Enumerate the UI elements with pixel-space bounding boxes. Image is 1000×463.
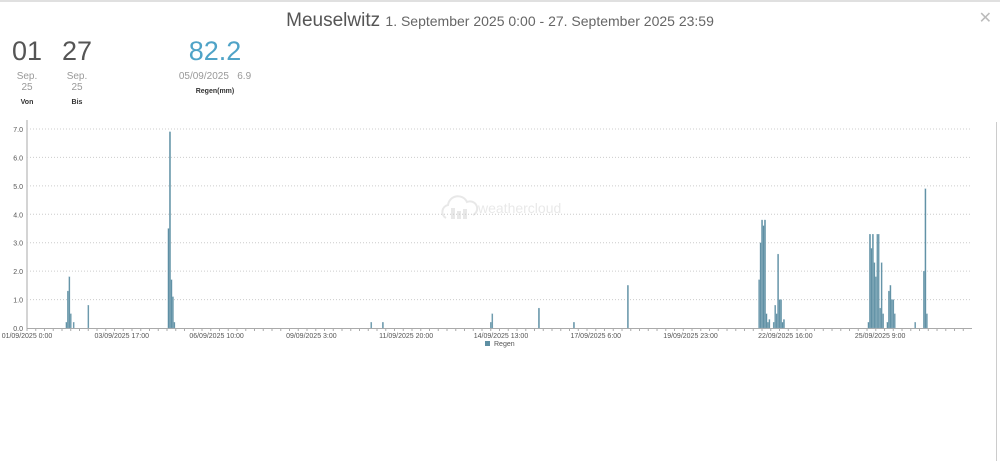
rain-bar xyxy=(764,219,766,329)
y-tick-label: 6.0 xyxy=(13,155,23,162)
stat-sub: 05/09/2025 6.9 xyxy=(178,71,252,82)
legend-label: Regen xyxy=(494,341,515,348)
stat-rain: 82.2 05/09/2025 6.9 Regen(mm) xyxy=(170,36,260,95)
x-tick-label: 22/09/2025 16:00 xyxy=(758,333,813,340)
rain-bar xyxy=(758,279,760,329)
rain-bar xyxy=(67,290,69,329)
rain-bar xyxy=(876,234,879,329)
rain-bar xyxy=(765,313,768,329)
rain-bar xyxy=(491,313,494,329)
stat-value: 27 xyxy=(61,36,93,66)
x-tick-label: 01/09/2025 0:00 xyxy=(2,333,53,340)
y-tick-label: 3.0 xyxy=(13,241,23,248)
rain-bar xyxy=(70,313,72,329)
rain-bar xyxy=(869,234,871,329)
stat-to: 27 Sep. 25 Bis xyxy=(60,36,94,106)
rain-bar xyxy=(879,307,881,329)
x-tick-label: 09/09/2025 3:00 xyxy=(286,333,337,340)
rain-bar xyxy=(781,322,784,329)
rain-bar xyxy=(867,322,870,329)
rain-bar xyxy=(923,270,925,329)
rain-bar xyxy=(777,253,779,329)
close-icon[interactable]: ✕ xyxy=(978,10,992,27)
y-tick-label: 2.0 xyxy=(13,269,23,276)
y-tick-label: 5.0 xyxy=(13,184,23,191)
rain-bar xyxy=(538,307,540,329)
rain-bar xyxy=(172,296,174,329)
rain-bar xyxy=(72,322,75,329)
rain-bar xyxy=(875,276,877,329)
stat-sub: Sep. 25 xyxy=(66,71,88,93)
stat-value: 01 xyxy=(11,36,43,66)
rain-bar xyxy=(870,248,873,329)
stat-label: Bis xyxy=(71,99,83,106)
x-tick-label: 03/09/2025 17:00 xyxy=(95,333,150,340)
rain-bar xyxy=(768,319,771,329)
page-title: Meuselwitz 1. September 2025 0:00 - 27. … xyxy=(0,10,1000,32)
x-tick-label: 17/09/2025 6:00 xyxy=(570,333,621,340)
x-tick-label: 25/09/2025 9:00 xyxy=(855,333,906,340)
rain-bar xyxy=(761,219,763,329)
rain-bar xyxy=(886,322,889,329)
stat-value: 82.2 xyxy=(188,36,242,66)
rain-bar xyxy=(170,279,173,329)
x-tick-label: 19/09/2025 23:00 xyxy=(663,333,718,340)
rain-bar xyxy=(888,290,890,329)
x-tick-label: 11/09/2025 20:00 xyxy=(379,333,433,340)
stat-label: Von xyxy=(20,99,34,106)
date-range: 1. September 2025 0:00 - 27. September 2… xyxy=(385,13,714,29)
rain-bar xyxy=(892,299,895,329)
rain-bar xyxy=(893,313,896,329)
stat-sub: Sep. 25 xyxy=(16,71,38,93)
rain-bar xyxy=(914,322,916,329)
station-name: Meuselwitz xyxy=(286,10,381,31)
x-tick-label: 14/09/2025 13:00 xyxy=(474,333,529,340)
rain-bar xyxy=(889,285,892,329)
rain-bar xyxy=(167,228,170,329)
rain-bar xyxy=(872,234,874,329)
legend-swatch xyxy=(485,341,490,346)
panel-border xyxy=(996,122,997,461)
y-tick-label: 4.0 xyxy=(13,212,23,219)
rain-bar xyxy=(873,262,876,329)
stat-from: 01 Sep. 25 Von xyxy=(10,36,44,106)
rain-bar xyxy=(490,322,492,329)
stat-label: Regen(mm) xyxy=(195,88,235,95)
rain-bar xyxy=(382,322,384,329)
y-tick-label: 7.0 xyxy=(13,127,23,134)
rain-bar xyxy=(891,299,893,329)
x-tick-label: 06/09/2025 10:00 xyxy=(189,333,244,340)
rain-bar xyxy=(775,313,778,329)
svg-text:weathercloud: weathercloud xyxy=(477,200,561,216)
rain-bar xyxy=(926,313,928,329)
rain-bar xyxy=(759,242,762,329)
weathercloud-logo: weathercloud xyxy=(441,195,561,219)
y-tick-label: 0.0 xyxy=(13,326,23,333)
rain-bar xyxy=(778,299,781,329)
rain-bar xyxy=(573,322,575,329)
rain-bar xyxy=(774,305,776,329)
rain-bar xyxy=(767,322,769,329)
rain-bar xyxy=(783,319,785,329)
rain-bar xyxy=(65,322,68,329)
rain-bar xyxy=(627,285,629,329)
rain-bar xyxy=(882,313,884,329)
rain-bar xyxy=(87,305,90,329)
y-tick-label: 1.0 xyxy=(13,298,23,305)
rain-bar xyxy=(68,276,71,329)
rain-bar xyxy=(762,225,765,329)
rain-bar xyxy=(173,322,176,329)
rain-bar xyxy=(169,131,171,329)
rain-bar xyxy=(780,299,782,329)
rain-bar xyxy=(772,322,775,329)
rain-bar xyxy=(924,188,927,329)
rain-bar xyxy=(370,322,373,329)
rain-bar xyxy=(880,262,883,329)
rain-bar xyxy=(877,234,880,329)
